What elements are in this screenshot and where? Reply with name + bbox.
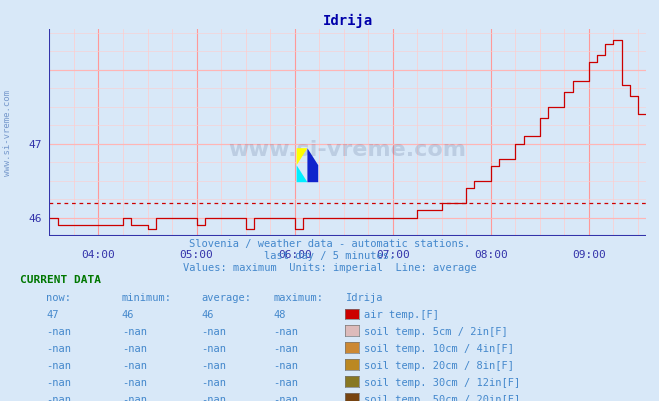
- Text: -nan: -nan: [122, 360, 147, 370]
- Text: -nan: -nan: [201, 326, 226, 336]
- Text: 06:00: 06:00: [278, 250, 312, 260]
- Polygon shape: [307, 149, 318, 183]
- Text: www.si-vreme.com: www.si-vreme.com: [229, 140, 467, 160]
- Text: -nan: -nan: [46, 377, 71, 387]
- Text: Slovenia / weather data - automatic stations.: Slovenia / weather data - automatic stat…: [189, 239, 470, 249]
- Text: last day / 5 minutes.: last day / 5 minutes.: [264, 251, 395, 261]
- Text: minimum:: minimum:: [122, 293, 172, 303]
- Polygon shape: [297, 149, 307, 166]
- Text: 46: 46: [28, 213, 42, 223]
- Text: -nan: -nan: [122, 343, 147, 353]
- Text: CURRENT DATA: CURRENT DATA: [20, 275, 101, 285]
- Text: -nan: -nan: [201, 394, 226, 401]
- Text: maximum:: maximum:: [273, 293, 324, 303]
- Text: 09:00: 09:00: [572, 250, 606, 260]
- Text: -nan: -nan: [201, 343, 226, 353]
- Text: -nan: -nan: [273, 326, 299, 336]
- Text: now:: now:: [46, 293, 71, 303]
- Text: 47: 47: [46, 310, 59, 320]
- Text: -nan: -nan: [273, 360, 299, 370]
- Polygon shape: [297, 166, 307, 183]
- Text: -nan: -nan: [46, 326, 71, 336]
- Text: 48: 48: [273, 310, 286, 320]
- Text: www.si-vreme.com: www.si-vreme.com: [3, 89, 13, 175]
- Text: average:: average:: [201, 293, 251, 303]
- Text: Idrija: Idrija: [346, 293, 384, 303]
- Text: -nan: -nan: [122, 394, 147, 401]
- Text: -nan: -nan: [201, 377, 226, 387]
- Text: -nan: -nan: [122, 326, 147, 336]
- Text: soil temp. 30cm / 12in[F]: soil temp. 30cm / 12in[F]: [364, 377, 521, 387]
- Text: -nan: -nan: [273, 343, 299, 353]
- Text: 07:00: 07:00: [376, 250, 410, 260]
- Text: soil temp. 20cm / 8in[F]: soil temp. 20cm / 8in[F]: [364, 360, 515, 370]
- Text: -nan: -nan: [273, 377, 299, 387]
- Text: -nan: -nan: [46, 343, 71, 353]
- Text: soil temp. 5cm / 2in[F]: soil temp. 5cm / 2in[F]: [364, 326, 508, 336]
- Text: -nan: -nan: [201, 360, 226, 370]
- Text: air temp.[F]: air temp.[F]: [364, 310, 440, 320]
- Text: 46: 46: [122, 310, 134, 320]
- Text: 46: 46: [201, 310, 214, 320]
- Text: soil temp. 10cm / 4in[F]: soil temp. 10cm / 4in[F]: [364, 343, 515, 353]
- Text: -nan: -nan: [46, 360, 71, 370]
- Text: 08:00: 08:00: [474, 250, 507, 260]
- Text: Values: maximum  Units: imperial  Line: average: Values: maximum Units: imperial Line: av…: [183, 263, 476, 273]
- Text: 04:00: 04:00: [82, 250, 115, 260]
- Text: 47: 47: [28, 140, 42, 150]
- Text: -nan: -nan: [122, 377, 147, 387]
- Title: Idrija: Idrija: [322, 13, 373, 28]
- Text: -nan: -nan: [46, 394, 71, 401]
- Text: -nan: -nan: [273, 394, 299, 401]
- Text: 05:00: 05:00: [180, 250, 214, 260]
- Text: soil temp. 50cm / 20in[F]: soil temp. 50cm / 20in[F]: [364, 394, 521, 401]
